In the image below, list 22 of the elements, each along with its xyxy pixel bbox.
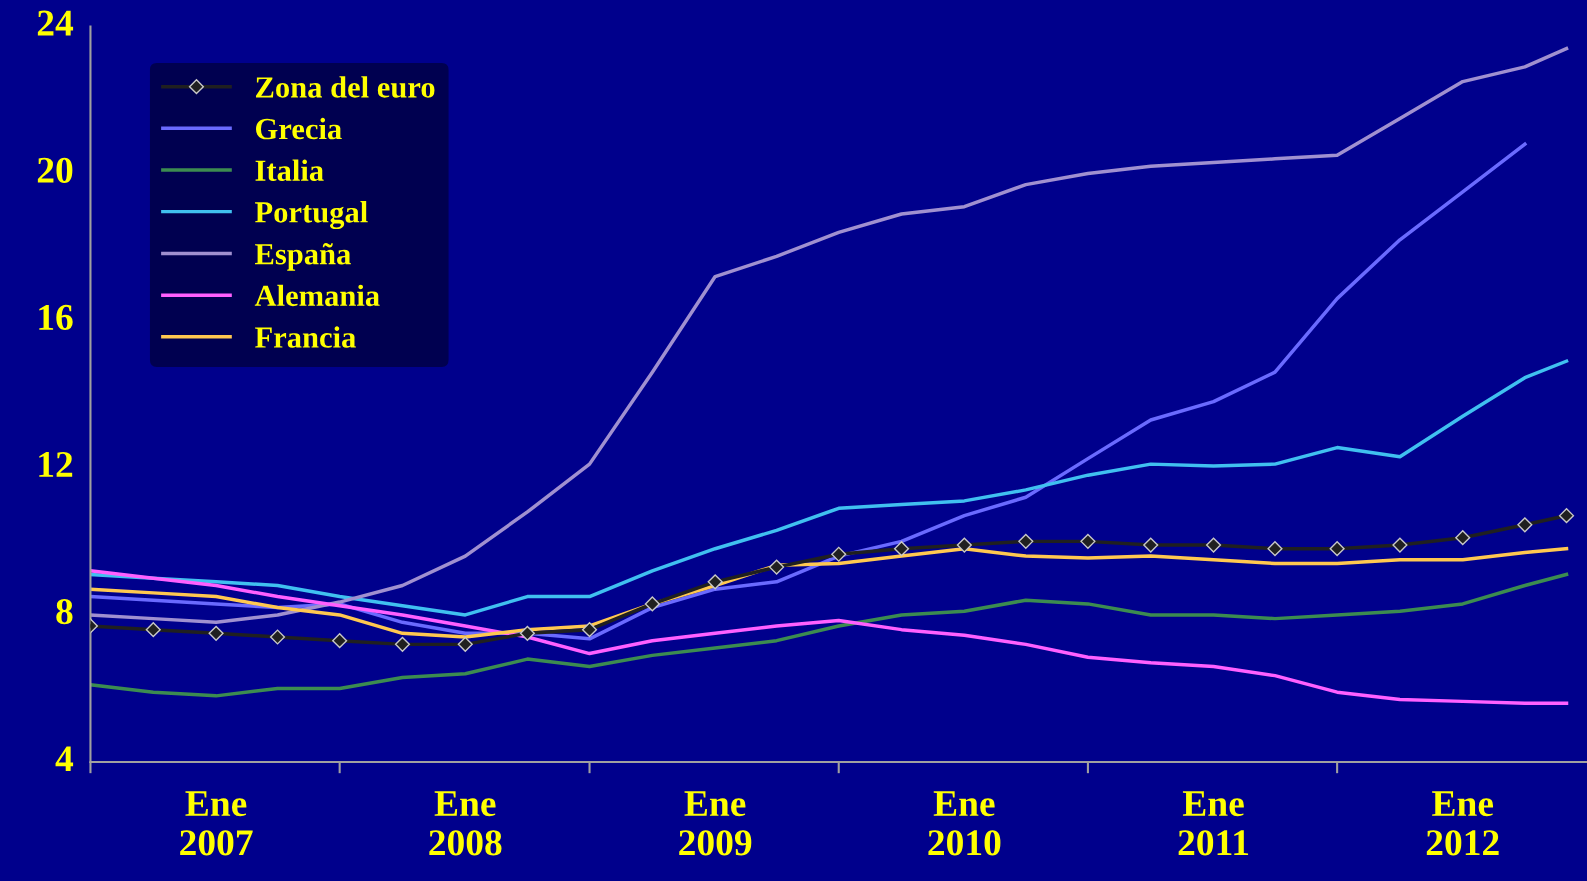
legend-label: Alemania (254, 284, 380, 307)
y-tick-label: 16 (39, 304, 73, 331)
legend-label: Italia (255, 159, 324, 181)
legend-label: Grecia (256, 117, 342, 140)
x-tick-label: Ene 2011 (1178, 791, 1249, 856)
line-series (90, 46, 1569, 625)
y-tick-label: 24 (37, 10, 74, 36)
y-tick-label: 4 (55, 746, 74, 772)
legend-label: Francia (255, 326, 356, 348)
line-series (90, 142, 1527, 641)
x-tick-label: Ene 2010 (928, 791, 1001, 856)
x-tick-label: Ene 2008 (429, 791, 502, 856)
y-tick-label: 20 (37, 157, 73, 183)
x-tick-label: Ene 2012 (1426, 791, 1499, 856)
legend-label: Zona del euro (255, 76, 435, 98)
y-tick-label: 12 (39, 452, 73, 477)
x-tick-label: Ene 2009 (679, 791, 752, 856)
legend-label: Portugal (255, 201, 368, 230)
line-series (90, 359, 1569, 617)
y-tick-label: 8 (56, 599, 73, 625)
x-tick-label: Ene 2007 (180, 791, 253, 856)
legend-label: España (255, 242, 351, 271)
